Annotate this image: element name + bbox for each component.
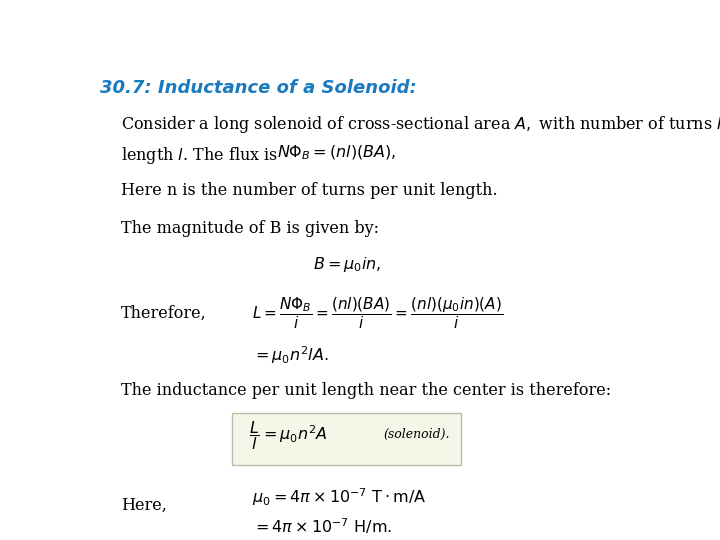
Text: The inductance per unit length near the center is therefore:: The inductance per unit length near the … <box>121 382 611 399</box>
Text: 30.7: Inductance of a Solenoid:: 30.7: Inductance of a Solenoid: <box>100 78 417 97</box>
Text: $\dfrac{L}{l} = \mu_0 n^2 A$: $\dfrac{L}{l} = \mu_0 n^2 A$ <box>249 420 328 453</box>
Text: Here,: Here, <box>121 496 166 514</box>
Text: $L = \dfrac{N\Phi_B}{i} = \dfrac{(nl)(BA)}{i} = \dfrac{(nl)(\mu_0 in)(A)}{i}$: $L = \dfrac{N\Phi_B}{i} = \dfrac{(nl)(BA… <box>252 295 503 330</box>
Text: The magnitude of B is given by:: The magnitude of B is given by: <box>121 220 379 237</box>
Text: Therefore,: Therefore, <box>121 305 207 322</box>
Text: $B = \mu_0 in,$: $B = \mu_0 in,$ <box>313 255 382 274</box>
Text: $\mu_0 = 4\pi \times 10^{-7}\ \mathrm{T \cdot m/A}$: $\mu_0 = 4\pi \times 10^{-7}\ \mathrm{T … <box>252 486 426 508</box>
Text: $= \mu_0 n^2 l A.$: $= \mu_0 n^2 l A.$ <box>252 345 328 366</box>
Text: (solenoid).: (solenoid). <box>383 428 449 441</box>
Text: Here n is the number of turns per unit length.: Here n is the number of turns per unit l… <box>121 183 498 199</box>
Text: length $l$. The flux is: length $l$. The flux is <box>121 145 278 166</box>
Text: $= 4\pi \times 10^{-7}\ \mathrm{H/m}.$: $= 4\pi \times 10^{-7}\ \mathrm{H/m}.$ <box>252 517 392 537</box>
FancyBboxPatch shape <box>233 413 461 465</box>
Text: Consider a long solenoid of cross-sectional area $A,$ with number of turns $N,$ : Consider a long solenoid of cross-sectio… <box>121 114 720 135</box>
Text: $N\Phi_B = (nl)(BA),$: $N\Phi_B = (nl)(BA),$ <box>277 144 397 162</box>
